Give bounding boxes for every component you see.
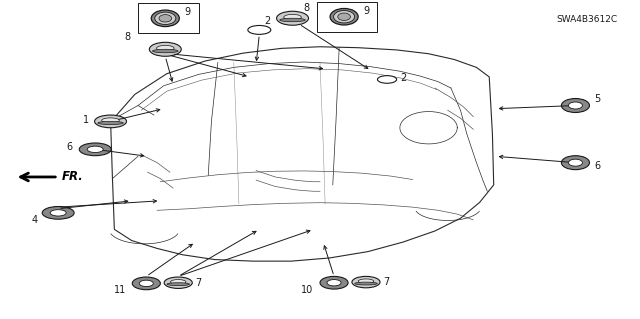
Ellipse shape (167, 283, 189, 286)
Ellipse shape (284, 14, 301, 20)
Text: 8: 8 (124, 32, 131, 42)
Ellipse shape (320, 276, 348, 289)
Ellipse shape (159, 15, 172, 22)
Ellipse shape (338, 13, 351, 20)
Ellipse shape (276, 11, 308, 25)
Text: 4: 4 (31, 215, 38, 225)
Text: 6: 6 (595, 161, 601, 171)
Ellipse shape (102, 118, 119, 123)
Ellipse shape (561, 156, 589, 170)
Ellipse shape (50, 210, 66, 216)
Text: 6: 6 (66, 142, 72, 152)
Ellipse shape (87, 146, 103, 152)
Ellipse shape (152, 49, 178, 53)
Ellipse shape (333, 11, 355, 23)
Ellipse shape (568, 102, 582, 109)
Ellipse shape (170, 279, 186, 284)
Ellipse shape (352, 276, 380, 288)
Text: 7: 7 (383, 277, 390, 287)
Text: SWA4B3612C: SWA4B3612C (556, 15, 618, 24)
Ellipse shape (280, 18, 305, 22)
Ellipse shape (151, 10, 179, 26)
Ellipse shape (155, 12, 176, 25)
Text: 10: 10 (301, 285, 314, 295)
Ellipse shape (330, 9, 358, 25)
Text: 9: 9 (185, 7, 191, 17)
Ellipse shape (327, 279, 341, 286)
Ellipse shape (95, 115, 127, 128)
Text: 8: 8 (303, 3, 309, 13)
Ellipse shape (378, 76, 397, 83)
Ellipse shape (79, 143, 111, 156)
Ellipse shape (164, 277, 192, 288)
Ellipse shape (132, 277, 161, 290)
Ellipse shape (149, 42, 181, 56)
Ellipse shape (358, 279, 374, 284)
Text: 11: 11 (114, 286, 126, 295)
Ellipse shape (157, 45, 174, 51)
Ellipse shape (568, 159, 582, 166)
Ellipse shape (248, 26, 271, 34)
Ellipse shape (140, 280, 154, 286)
Text: 1: 1 (83, 115, 89, 125)
Ellipse shape (98, 122, 124, 124)
Ellipse shape (42, 206, 74, 219)
Bar (317, 2, 378, 32)
Text: 9: 9 (364, 6, 370, 16)
Text: FR.: FR. (61, 170, 83, 183)
Bar (138, 3, 198, 33)
Text: 7: 7 (195, 278, 202, 288)
Ellipse shape (561, 99, 589, 113)
Ellipse shape (355, 282, 377, 285)
Text: 2: 2 (400, 73, 406, 83)
Text: 5: 5 (595, 94, 601, 104)
Text: 2: 2 (264, 16, 271, 26)
